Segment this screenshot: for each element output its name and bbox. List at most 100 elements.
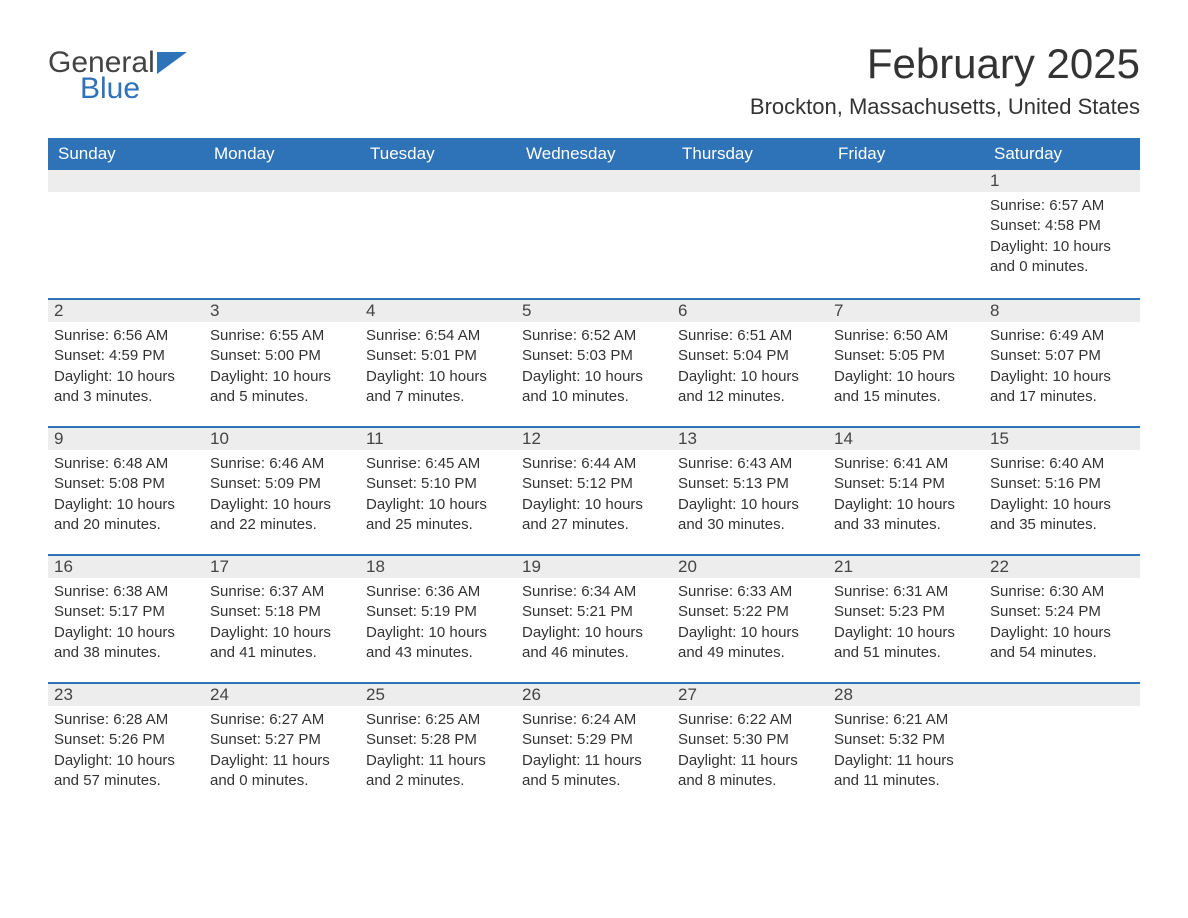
day-cell <box>984 684 1140 810</box>
day-cell: 25Sunrise: 6:25 AMSunset: 5:28 PMDayligh… <box>360 684 516 810</box>
daylight-text: Daylight: 10 hours and 38 minutes. <box>54 623 198 664</box>
day-number: 2 <box>48 300 204 322</box>
day-content: Sunrise: 6:57 AMSunset: 4:58 PMDaylight:… <box>984 192 1140 287</box>
day-content: Sunrise: 6:37 AMSunset: 5:18 PMDaylight:… <box>204 578 360 673</box>
sunrise-text: Sunrise: 6:46 AM <box>210 454 354 474</box>
day-content: Sunrise: 6:48 AMSunset: 5:08 PMDaylight:… <box>48 450 204 545</box>
day-cell: 16Sunrise: 6:38 AMSunset: 5:17 PMDayligh… <box>48 556 204 682</box>
sunset-text: Sunset: 5:26 PM <box>54 730 198 750</box>
sunset-text: Sunset: 5:10 PM <box>366 474 510 494</box>
sunrise-text: Sunrise: 6:33 AM <box>678 582 822 602</box>
day-number: 7 <box>828 300 984 322</box>
week-row: 9Sunrise: 6:48 AMSunset: 5:08 PMDaylight… <box>48 426 1140 554</box>
day-content: Sunrise: 6:41 AMSunset: 5:14 PMDaylight:… <box>828 450 984 545</box>
day-cell: 11Sunrise: 6:45 AMSunset: 5:10 PMDayligh… <box>360 428 516 554</box>
daylight-text: Daylight: 10 hours and 30 minutes. <box>678 495 822 536</box>
sunrise-text: Sunrise: 6:41 AM <box>834 454 978 474</box>
daylight-text: Daylight: 10 hours and 25 minutes. <box>366 495 510 536</box>
day-number: 8 <box>984 300 1140 322</box>
day-number: 20 <box>672 556 828 578</box>
day-cell: 2Sunrise: 6:56 AMSunset: 4:59 PMDaylight… <box>48 300 204 426</box>
sunset-text: Sunset: 5:00 PM <box>210 346 354 366</box>
day-cell: 21Sunrise: 6:31 AMSunset: 5:23 PMDayligh… <box>828 556 984 682</box>
sunset-text: Sunset: 5:29 PM <box>522 730 666 750</box>
weeks-container: 1Sunrise: 6:57 AMSunset: 4:58 PMDaylight… <box>48 170 1140 810</box>
daylight-text: Daylight: 10 hours and 12 minutes. <box>678 367 822 408</box>
day-content: Sunrise: 6:51 AMSunset: 5:04 PMDaylight:… <box>672 322 828 417</box>
sunrise-text: Sunrise: 6:56 AM <box>54 326 198 346</box>
daylight-text: Daylight: 10 hours and 3 minutes. <box>54 367 198 408</box>
sunrise-text: Sunrise: 6:36 AM <box>366 582 510 602</box>
daylight-text: Daylight: 10 hours and 17 minutes. <box>990 367 1134 408</box>
sunrise-text: Sunrise: 6:21 AM <box>834 710 978 730</box>
day-content: Sunrise: 6:44 AMSunset: 5:12 PMDaylight:… <box>516 450 672 545</box>
daylight-text: Daylight: 10 hours and 35 minutes. <box>990 495 1134 536</box>
day-cell: 5Sunrise: 6:52 AMSunset: 5:03 PMDaylight… <box>516 300 672 426</box>
sunrise-text: Sunrise: 6:34 AM <box>522 582 666 602</box>
sunset-text: Sunset: 5:24 PM <box>990 602 1134 622</box>
sunrise-text: Sunrise: 6:27 AM <box>210 710 354 730</box>
title-block: February 2025 Brockton, Massachusetts, U… <box>750 40 1140 120</box>
day-header: Tuesday <box>360 138 516 170</box>
day-number <box>360 170 516 192</box>
daylight-text: Daylight: 10 hours and 49 minutes. <box>678 623 822 664</box>
sunset-text: Sunset: 5:01 PM <box>366 346 510 366</box>
day-header: Sunday <box>48 138 204 170</box>
week-row: 23Sunrise: 6:28 AMSunset: 5:26 PMDayligh… <box>48 682 1140 810</box>
day-cell: 24Sunrise: 6:27 AMSunset: 5:27 PMDayligh… <box>204 684 360 810</box>
sunset-text: Sunset: 5:03 PM <box>522 346 666 366</box>
sunrise-text: Sunrise: 6:48 AM <box>54 454 198 474</box>
sunrise-text: Sunrise: 6:31 AM <box>834 582 978 602</box>
day-cell: 6Sunrise: 6:51 AMSunset: 5:04 PMDaylight… <box>672 300 828 426</box>
week-row: 16Sunrise: 6:38 AMSunset: 5:17 PMDayligh… <box>48 554 1140 682</box>
day-cell <box>48 170 204 298</box>
sunset-text: Sunset: 5:16 PM <box>990 474 1134 494</box>
month-title: February 2025 <box>750 40 1140 88</box>
day-number: 24 <box>204 684 360 706</box>
sunset-text: Sunset: 5:28 PM <box>366 730 510 750</box>
day-cell: 14Sunrise: 6:41 AMSunset: 5:14 PMDayligh… <box>828 428 984 554</box>
sunrise-text: Sunrise: 6:51 AM <box>678 326 822 346</box>
sunset-text: Sunset: 5:27 PM <box>210 730 354 750</box>
day-number: 27 <box>672 684 828 706</box>
daylight-text: Daylight: 10 hours and 43 minutes. <box>366 623 510 664</box>
day-content: Sunrise: 6:27 AMSunset: 5:27 PMDaylight:… <box>204 706 360 801</box>
day-header: Thursday <box>672 138 828 170</box>
logo: General Blue <box>48 40 187 104</box>
day-number: 11 <box>360 428 516 450</box>
day-header: Saturday <box>984 138 1140 170</box>
day-content: Sunrise: 6:21 AMSunset: 5:32 PMDaylight:… <box>828 706 984 801</box>
day-cell: 19Sunrise: 6:34 AMSunset: 5:21 PMDayligh… <box>516 556 672 682</box>
sunrise-text: Sunrise: 6:25 AM <box>366 710 510 730</box>
daylight-text: Daylight: 10 hours and 10 minutes. <box>522 367 666 408</box>
day-content: Sunrise: 6:45 AMSunset: 5:10 PMDaylight:… <box>360 450 516 545</box>
day-content: Sunrise: 6:49 AMSunset: 5:07 PMDaylight:… <box>984 322 1140 417</box>
day-content: Sunrise: 6:36 AMSunset: 5:19 PMDaylight:… <box>360 578 516 673</box>
location-text: Brockton, Massachusetts, United States <box>750 94 1140 120</box>
sunrise-text: Sunrise: 6:52 AM <box>522 326 666 346</box>
week-row: 1Sunrise: 6:57 AMSunset: 4:58 PMDaylight… <box>48 170 1140 298</box>
day-number: 21 <box>828 556 984 578</box>
day-number: 18 <box>360 556 516 578</box>
sunrise-text: Sunrise: 6:54 AM <box>366 326 510 346</box>
day-number: 10 <box>204 428 360 450</box>
sunset-text: Sunset: 5:12 PM <box>522 474 666 494</box>
sunset-text: Sunset: 5:14 PM <box>834 474 978 494</box>
day-cell <box>516 170 672 298</box>
sunset-text: Sunset: 5:30 PM <box>678 730 822 750</box>
day-number: 9 <box>48 428 204 450</box>
day-content: Sunrise: 6:31 AMSunset: 5:23 PMDaylight:… <box>828 578 984 673</box>
daylight-text: Daylight: 11 hours and 8 minutes. <box>678 751 822 792</box>
sunset-text: Sunset: 5:23 PM <box>834 602 978 622</box>
daylight-text: Daylight: 10 hours and 51 minutes. <box>834 623 978 664</box>
sunrise-text: Sunrise: 6:44 AM <box>522 454 666 474</box>
sunrise-text: Sunrise: 6:49 AM <box>990 326 1134 346</box>
day-content: Sunrise: 6:46 AMSunset: 5:09 PMDaylight:… <box>204 450 360 545</box>
sunset-text: Sunset: 5:22 PM <box>678 602 822 622</box>
day-content: Sunrise: 6:54 AMSunset: 5:01 PMDaylight:… <box>360 322 516 417</box>
daylight-text: Daylight: 10 hours and 41 minutes. <box>210 623 354 664</box>
day-content: Sunrise: 6:50 AMSunset: 5:05 PMDaylight:… <box>828 322 984 417</box>
day-number: 28 <box>828 684 984 706</box>
day-cell: 9Sunrise: 6:48 AMSunset: 5:08 PMDaylight… <box>48 428 204 554</box>
day-cell: 22Sunrise: 6:30 AMSunset: 5:24 PMDayligh… <box>984 556 1140 682</box>
